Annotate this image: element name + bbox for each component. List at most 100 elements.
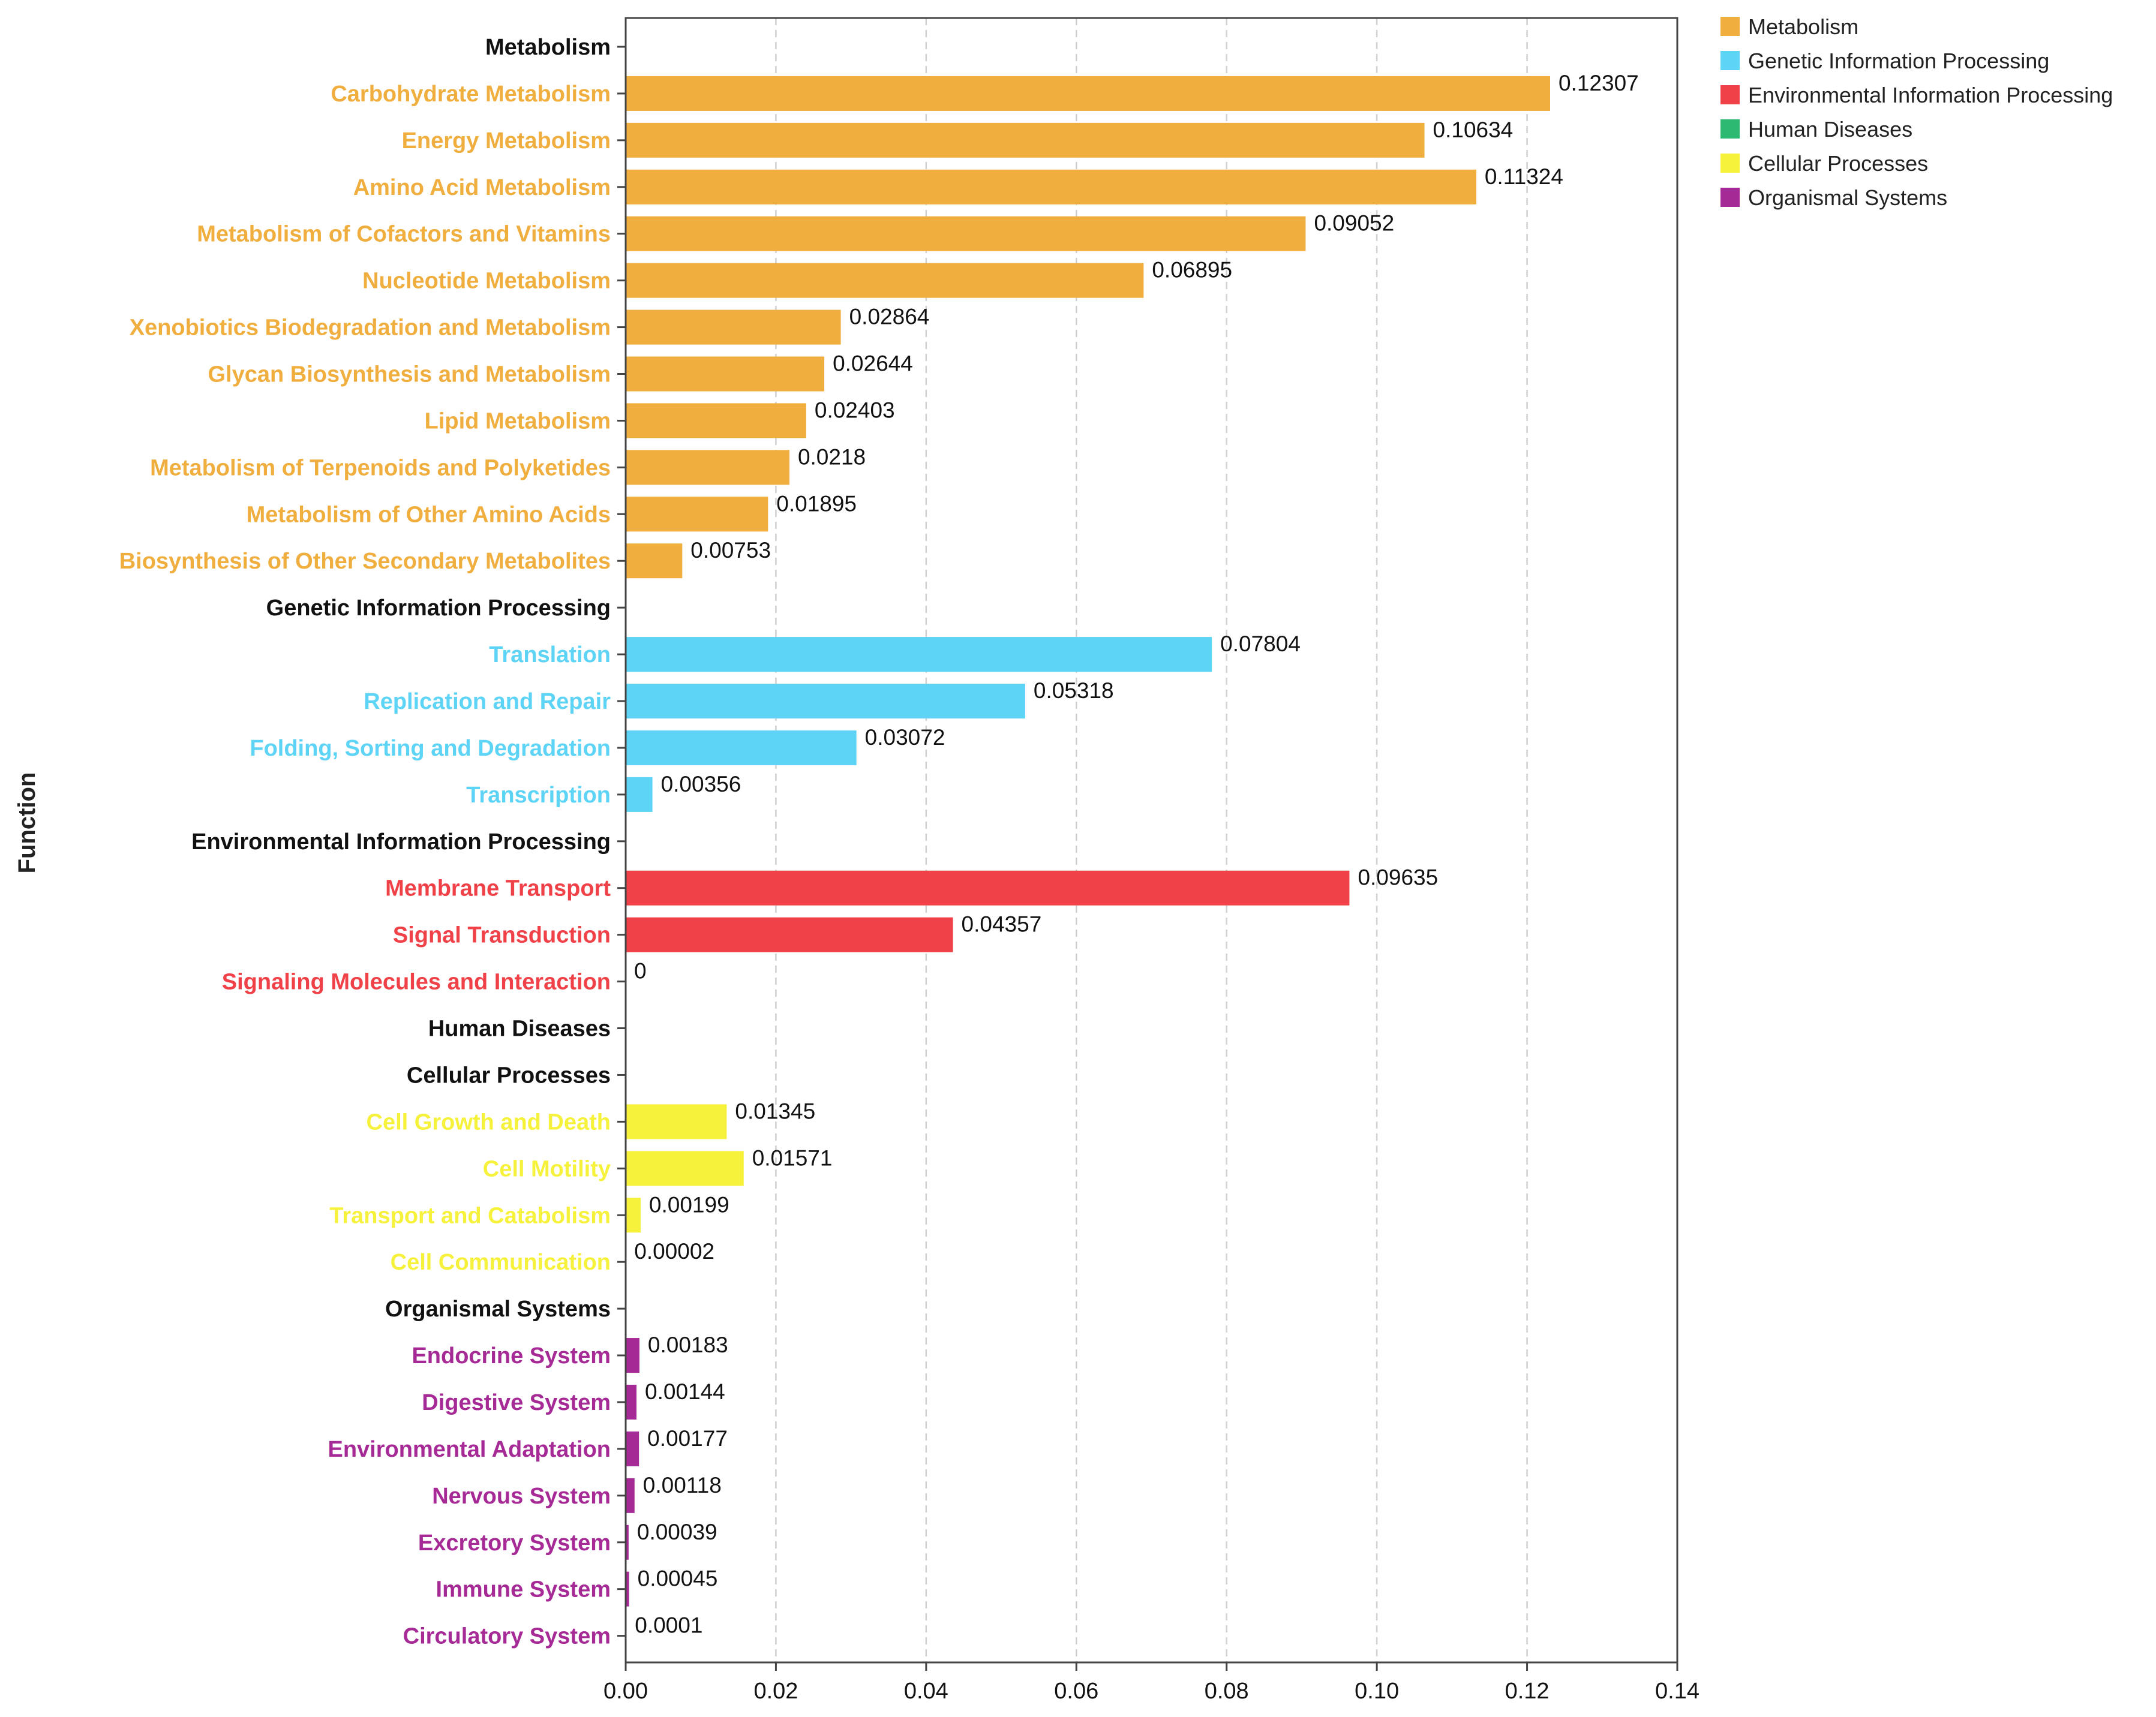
data-value-label: 0.06895 xyxy=(1152,258,1232,282)
category-label: Cell Communication xyxy=(391,1250,611,1275)
category-label: Metabolism of Other Amino Acids xyxy=(247,502,611,527)
legend-label: Environmental Information Processing xyxy=(1748,83,2113,107)
category-label: Digestive System xyxy=(422,1390,611,1415)
legend-swatch xyxy=(1720,188,1740,207)
category-label: Signaling Molecules and Interaction xyxy=(222,970,611,995)
bar xyxy=(626,76,1551,111)
x-tick-label: 0.02 xyxy=(753,1679,798,1704)
bar xyxy=(626,403,806,438)
category-label: Energy Metabolism xyxy=(402,128,611,154)
data-value-label: 0.02644 xyxy=(833,351,913,376)
data-value-label: 0.01345 xyxy=(735,1099,815,1123)
data-value-label: 0.02403 xyxy=(815,398,895,422)
bar xyxy=(626,917,953,952)
x-tick-label: 0.00 xyxy=(603,1679,648,1704)
bar xyxy=(626,122,1425,158)
data-value-label: 0.00039 xyxy=(637,1520,717,1544)
category-label: Folding, Sorting and Degradation xyxy=(250,736,611,761)
category-label: Metabolism of Terpenoids and Polyketides xyxy=(150,455,611,480)
bar xyxy=(626,450,789,485)
bars: 0.12307 0.10634 0.11324 0.09052 0.06895 0.028… xyxy=(626,71,1639,1653)
bar xyxy=(626,1151,744,1186)
category-header-label: Organismal Systems xyxy=(385,1297,611,1322)
legend-label: Cellular Processes xyxy=(1748,151,1928,176)
legend-swatch xyxy=(1720,154,1740,173)
data-value-label: 0.09052 xyxy=(1314,211,1394,236)
category-label: Circulatory System xyxy=(403,1624,611,1649)
category-label: Carbohydrate Metabolism xyxy=(331,82,611,107)
category-label: Lipid Metabolism xyxy=(425,408,611,434)
data-value-label: 0.00002 xyxy=(634,1239,714,1264)
category-label: Excretory System xyxy=(418,1530,611,1556)
category-header-label: Metabolism xyxy=(485,35,611,60)
data-value-label: 0.00753 xyxy=(690,538,771,563)
category-label: Cell Growth and Death xyxy=(367,1109,611,1135)
bar xyxy=(626,169,1476,205)
data-value-label: 0.12307 xyxy=(1559,71,1639,95)
data-value-label: 0.04357 xyxy=(962,912,1042,937)
bar xyxy=(626,1104,727,1139)
category-label: Signal Transduction xyxy=(393,923,611,948)
x-tick-label: 0.04 xyxy=(904,1679,948,1704)
data-value-label: 0 xyxy=(634,959,647,984)
bar xyxy=(626,730,857,765)
legend-label: Organismal Systems xyxy=(1748,185,1947,210)
bar xyxy=(626,684,1025,719)
data-value-label: 0.01571 xyxy=(752,1145,833,1170)
category-label: Immune System xyxy=(436,1577,611,1602)
data-value-label: 0.07804 xyxy=(1220,632,1301,656)
x-tick-label: 0.10 xyxy=(1355,1679,1399,1704)
data-value-label: 0.03072 xyxy=(865,725,945,750)
data-value-label: 0.11324 xyxy=(1485,164,1563,189)
grid-lines xyxy=(775,18,1528,1662)
category-header-label: Genetic Information Processing xyxy=(266,596,611,621)
bar xyxy=(626,1478,635,1513)
data-value-label: 0.0001 xyxy=(635,1613,702,1638)
legend: Metabolism Genetic Information Processing… xyxy=(1720,14,2113,210)
category-header-label: Environmental Information Processing xyxy=(191,829,611,855)
bar xyxy=(626,309,841,345)
data-value-label: 0.09635 xyxy=(1358,865,1438,890)
bar xyxy=(626,1198,641,1233)
x-tick-label: 0.14 xyxy=(1655,1679,1699,1704)
data-value-label: 0.10634 xyxy=(1433,118,1514,142)
bar xyxy=(626,216,1306,251)
category-label: Nervous System xyxy=(432,1484,611,1509)
data-value-label: 0.02864 xyxy=(849,305,930,329)
legend-swatch xyxy=(1720,51,1740,70)
category-label: Replication and Repair xyxy=(364,689,611,714)
bar xyxy=(626,1431,639,1466)
bar xyxy=(626,637,1212,672)
data-value-label: 0.00144 xyxy=(645,1379,725,1404)
category-label: Cell Motility xyxy=(483,1156,611,1181)
category-label: Transport and Catabolism xyxy=(329,1203,611,1228)
legend-label: Metabolism xyxy=(1748,14,1858,39)
bar xyxy=(626,870,1350,906)
y-axis-title: Function xyxy=(14,772,40,874)
data-value-label: 0.00177 xyxy=(647,1426,728,1451)
legend-swatch xyxy=(1720,17,1740,36)
category-label: Metabolism of Cofactors and Vitamins xyxy=(197,222,611,247)
plot-frame xyxy=(624,17,1678,1664)
bar xyxy=(626,777,653,812)
data-value-label: 0.00045 xyxy=(638,1566,718,1591)
category-header-label: Cellular Processes xyxy=(407,1063,611,1088)
x-tick-label: 0.06 xyxy=(1054,1679,1098,1704)
legend-swatch xyxy=(1720,119,1740,139)
category-label: Xenobiotics Biodegradation and Metabolis… xyxy=(130,315,611,341)
category-label: Amino Acid Metabolism xyxy=(353,175,611,200)
category-label: Environmental Adaptation xyxy=(328,1437,611,1462)
data-value-label: 0.00118 xyxy=(643,1473,722,1498)
bar xyxy=(626,1338,639,1373)
category-label: Glycan Biosynthesis and Metabolism xyxy=(208,362,611,387)
legend-label: Human Diseases xyxy=(1748,117,1912,142)
bar xyxy=(626,263,1144,298)
category-header-label: Human Diseases xyxy=(428,1017,611,1042)
x-tick-label: 0.08 xyxy=(1205,1679,1249,1704)
bar xyxy=(626,543,683,579)
bar xyxy=(626,1384,637,1420)
bar xyxy=(626,356,825,392)
category-label: Membrane Transport xyxy=(385,876,611,901)
y-ticks: Metabolism Carbohydrate Metabolism Energy … xyxy=(119,35,626,1649)
